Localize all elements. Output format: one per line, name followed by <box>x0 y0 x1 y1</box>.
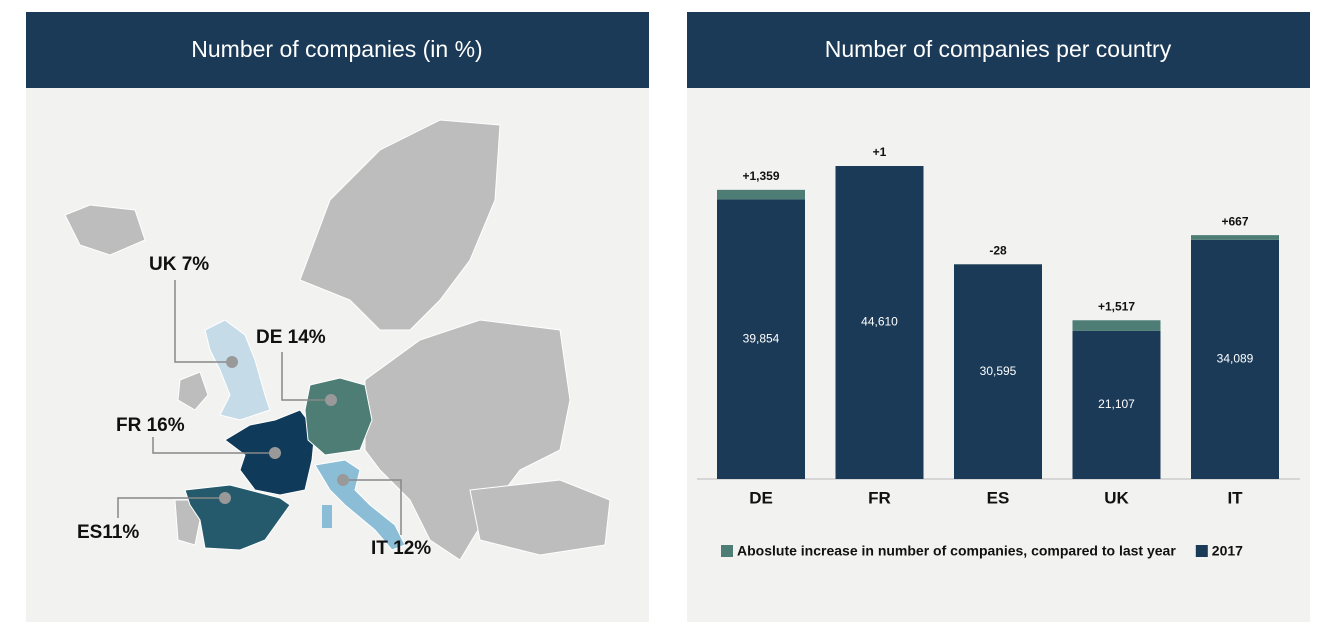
data-label: 39,854 <box>743 331 780 345</box>
bar-segment <box>1072 330 1161 479</box>
uk <box>204 319 271 421</box>
x-tick-label: IT <box>1227 488 1243 507</box>
chart-title: Number of companies per country <box>825 36 1172 62</box>
leader-line <box>174 280 232 363</box>
legend-swatch <box>721 545 733 557</box>
bar-chart: 39,854 +1,359 DE 44,610 +1 FR 30,595 -28 ES 21,10… <box>717 145 1279 559</box>
x-tick-label: UK <box>1104 488 1129 507</box>
map-label: DE 14% <box>256 327 326 348</box>
dot <box>337 474 349 486</box>
bar-segment <box>1072 320 1161 331</box>
leader-line <box>281 352 331 401</box>
data-label: -28 <box>989 244 1007 258</box>
sardinia <box>322 505 332 528</box>
italy <box>314 459 406 551</box>
dot <box>325 394 337 406</box>
region <box>177 371 209 411</box>
bar-segment <box>954 264 1042 479</box>
leader-line <box>152 437 275 454</box>
bar-segment <box>717 199 805 479</box>
x-tick-label: DE <box>749 488 773 507</box>
dot <box>226 356 238 368</box>
chart-header <box>687 12 1310 88</box>
leader-line <box>117 497 225 518</box>
bar-segment <box>1191 239 1279 479</box>
legend-swatch <box>1195 545 1208 557</box>
map: UK 7% DE 14% FR 16% ES11% IT 12% <box>64 119 611 561</box>
map-label: FR 16% <box>116 415 185 436</box>
x-tick-label: ES <box>987 488 1010 507</box>
leader-line <box>343 479 402 535</box>
data-label: 21,107 <box>1098 397 1135 411</box>
region <box>299 119 501 331</box>
region <box>469 479 611 556</box>
data-label: 34,089 <box>1217 352 1254 366</box>
data-label: +1,359 <box>742 169 779 183</box>
map-label: UK 7% <box>149 254 209 275</box>
bar-segment <box>835 166 924 479</box>
spain <box>184 484 291 551</box>
data-label: 30,595 <box>980 364 1017 378</box>
map-label: IT 12% <box>371 538 431 559</box>
data-label: 44,610 <box>861 315 898 329</box>
map-header <box>26 12 649 88</box>
bar-segment <box>1191 235 1279 240</box>
map-label: ES11% <box>77 522 139 543</box>
data-label: +1,517 <box>1098 299 1135 313</box>
data-label: +1 <box>873 145 887 159</box>
germany <box>304 377 373 456</box>
bar-segment <box>717 189 805 200</box>
map-title: Number of companies (in %) <box>191 36 482 62</box>
legend-label: 2017 <box>1212 543 1243 559</box>
dot <box>269 447 281 459</box>
legend-label: Aboslute increase in number of companies… <box>737 543 1176 559</box>
dot <box>219 492 231 504</box>
x-tick-label: FR <box>868 488 891 507</box>
region <box>64 204 146 256</box>
data-label: +667 <box>1221 214 1248 228</box>
